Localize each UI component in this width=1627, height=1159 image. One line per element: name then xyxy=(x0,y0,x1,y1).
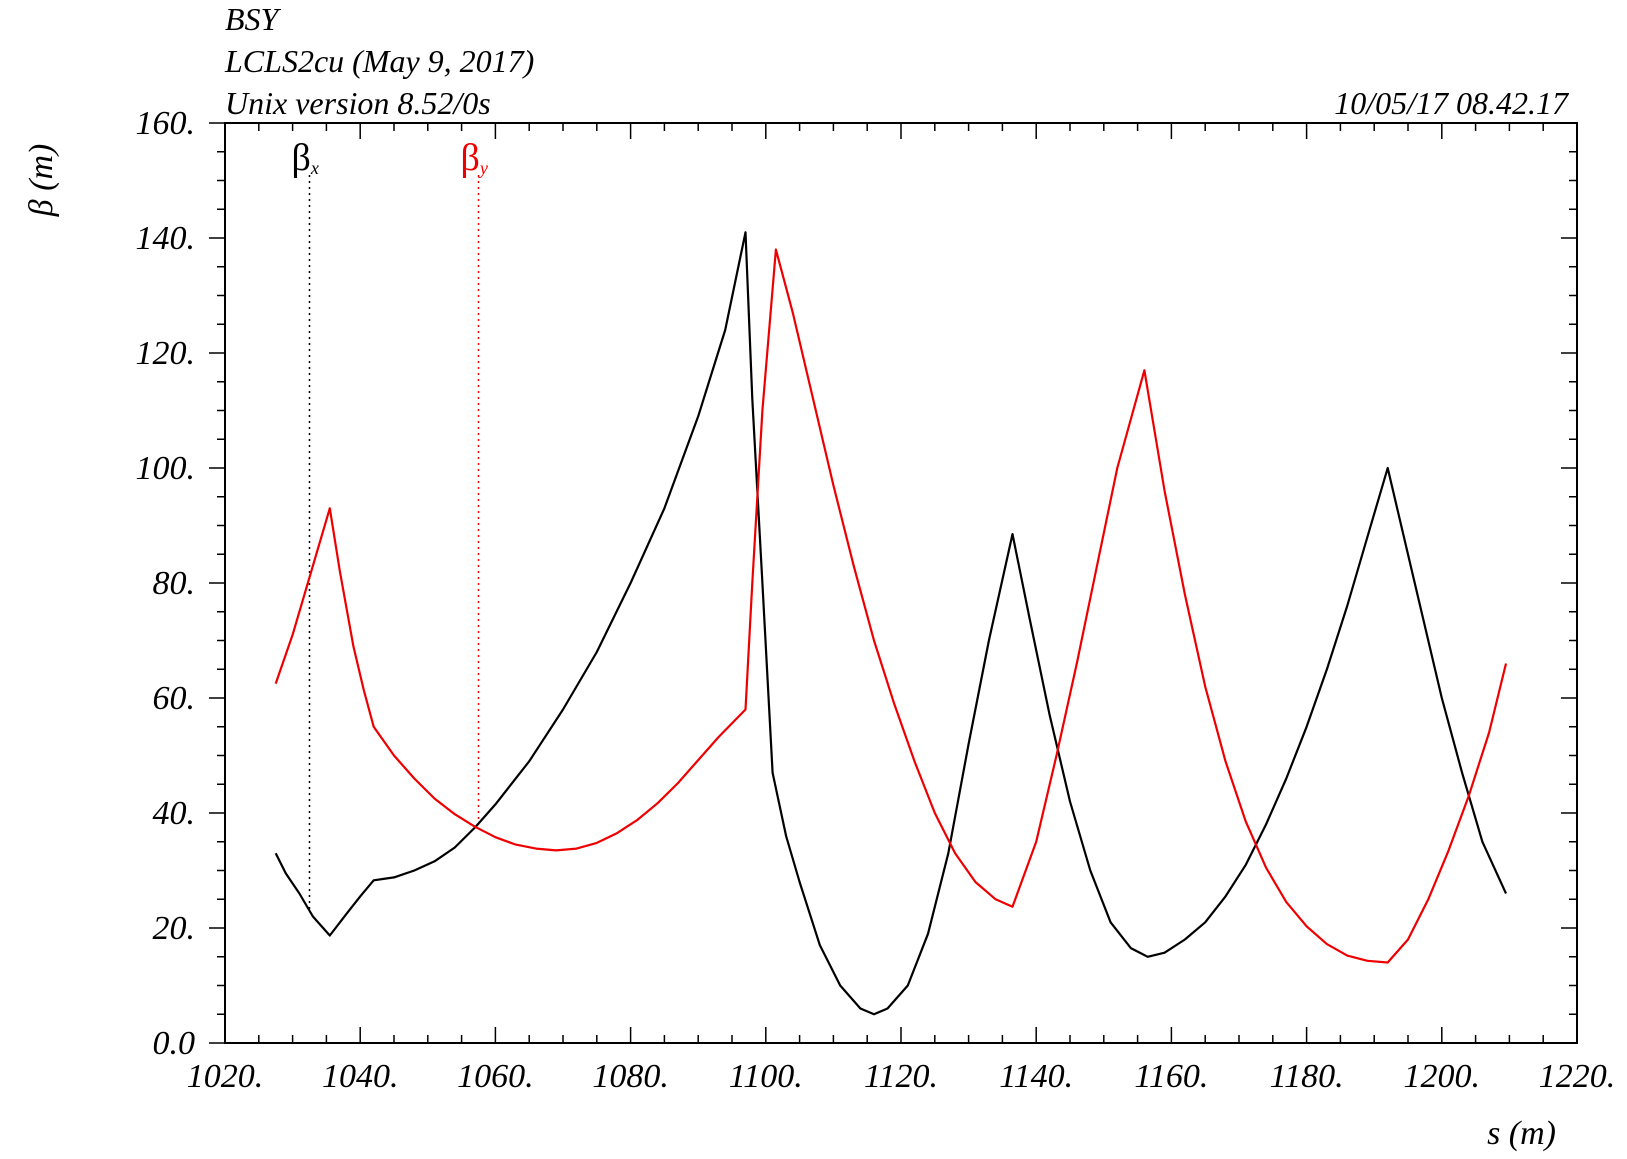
y-tick-label: 160. xyxy=(136,105,196,142)
x-tick-label: 1120. xyxy=(864,1058,938,1095)
legend: βx βy xyxy=(292,137,488,911)
x-axis-label: s (m) xyxy=(1487,1115,1556,1152)
legend-label: βy xyxy=(461,137,488,179)
header-line-1: BSY xyxy=(225,1,282,37)
y-tick-label: 140. xyxy=(136,220,196,257)
series-line-βx xyxy=(274,231,1508,1016)
y-axis-label: β (m) xyxy=(23,144,60,218)
y-tick-label: 0.0 xyxy=(153,1025,196,1062)
timestamp: 10/05/17 08.42.17 xyxy=(1334,85,1570,121)
y-tick-label: 120. xyxy=(136,335,196,372)
x-tick-label: 1160. xyxy=(1134,1058,1208,1095)
plot-frame xyxy=(224,122,1578,1044)
x-tick-label: 1200. xyxy=(1404,1058,1481,1095)
y-tick-label: 20. xyxy=(153,910,196,947)
x-tick-label: 1080. xyxy=(592,1058,669,1095)
y-tick-labels: 0.0 20. 40. 60. 80. 100. 120. 140. 160. xyxy=(136,105,196,1062)
x-tick-label: 1040. xyxy=(322,1058,399,1095)
y-tick-label: 60. xyxy=(153,680,196,717)
x-tick-label: 1180. xyxy=(1270,1058,1344,1095)
x-tick-label: 1100. xyxy=(729,1058,803,1095)
y-tick-label: 80. xyxy=(153,565,196,602)
x-tick-label: 1020. xyxy=(187,1058,264,1095)
series-lines xyxy=(274,231,1508,1016)
header-line-2: LCLS2cu (May 9, 2017) xyxy=(224,43,534,79)
header-line-3: Unix version 8.52/0s xyxy=(225,85,491,121)
x-tick-label: 1060. xyxy=(457,1058,534,1095)
series-line-βy xyxy=(274,248,1508,964)
x-tick-labels: 1020. 1040. 1060. 1080. 1100. 1120. 1140. 1160.… xyxy=(187,1058,1616,1095)
y-tick-label: 40. xyxy=(153,795,196,832)
axis-ticks xyxy=(209,122,1578,1044)
x-tick-label: 1220. xyxy=(1539,1058,1616,1095)
legend-label: βx xyxy=(292,137,319,179)
x-tick-label: 1140. xyxy=(999,1058,1073,1095)
y-tick-label: 100. xyxy=(136,450,196,487)
